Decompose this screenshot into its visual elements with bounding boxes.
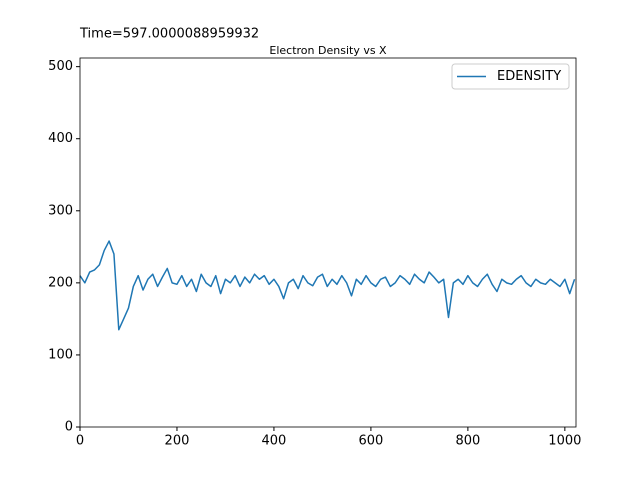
y-tick-label: 200 [48,275,73,290]
y-tick-label: 500 [48,59,73,74]
y-tick-label: 100 [48,347,73,362]
y-tick-label: 0 [65,420,73,435]
x-tick-label: 0 [76,434,84,449]
y-tick-label: 400 [48,131,73,146]
time-annotation: Time=597.0000088959932 [79,27,259,42]
x-tick-label: 1000 [548,434,581,449]
x-tick-label: 400 [262,434,287,449]
x-tick-label: 200 [165,434,190,449]
legend-label: EDENSITY [497,69,561,84]
chart-title: Electron Density vs X [269,44,387,57]
y-tick-label: 300 [48,203,73,218]
data-line [79,240,576,331]
plot-frame [79,57,577,428]
x-tick-label: 600 [358,434,383,449]
legend-box [451,63,570,90]
x-tick-label: 800 [455,434,480,449]
